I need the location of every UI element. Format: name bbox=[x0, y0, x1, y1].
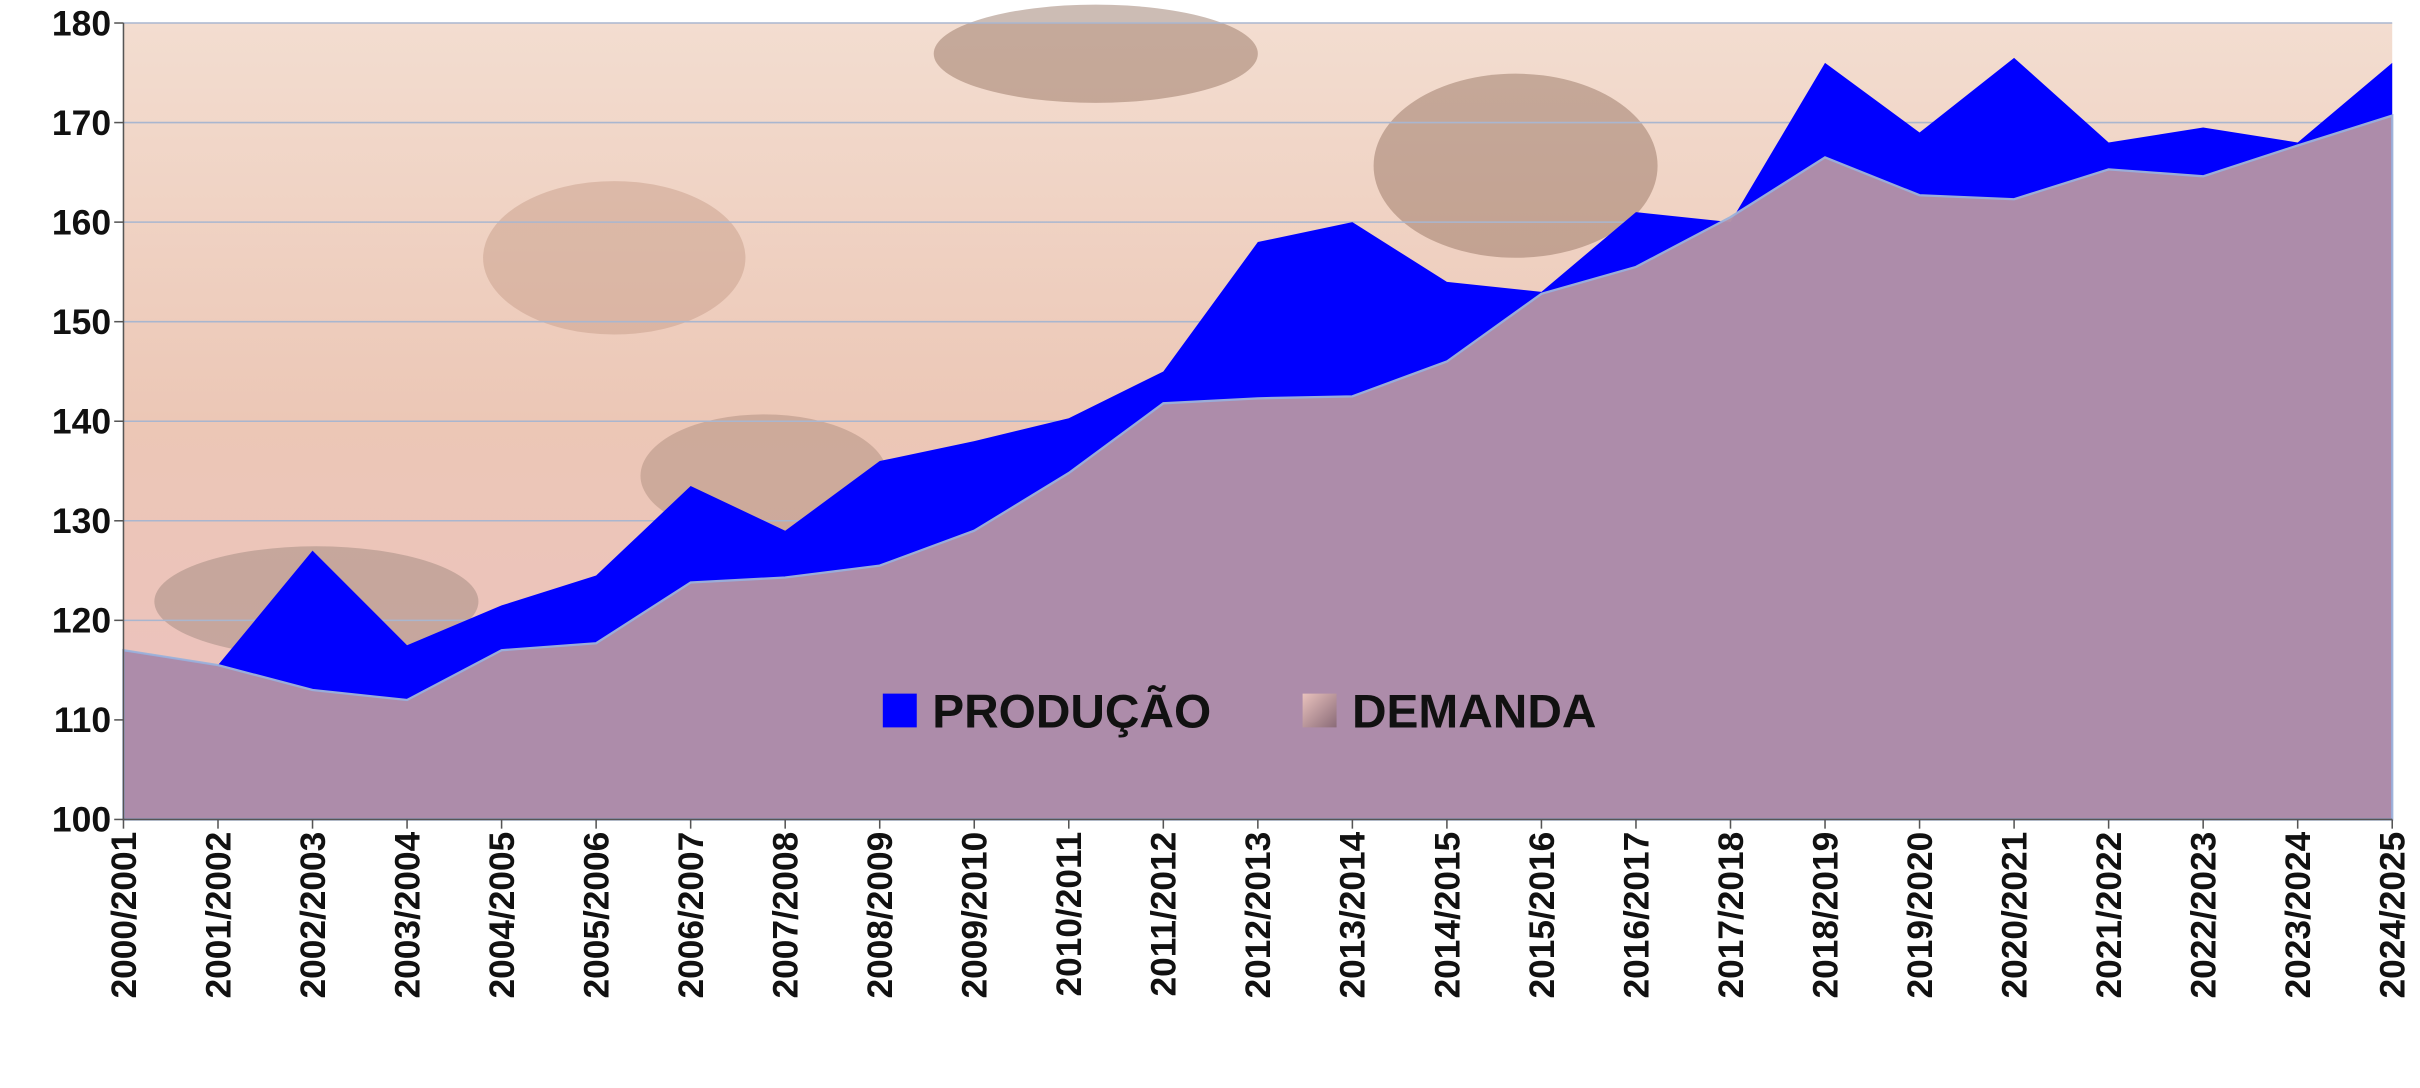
y-tick-label: 110 bbox=[54, 701, 111, 740]
x-tick-label: 2011/2012 bbox=[1145, 832, 1184, 997]
y-tick-label: 180 bbox=[52, 4, 111, 43]
legend-label: PRODUÇÃO bbox=[932, 684, 1211, 739]
coffee-bean bbox=[933, 4, 1258, 103]
x-tick-label: 2018/2019 bbox=[1806, 832, 1845, 999]
coffee-bean bbox=[1373, 73, 1658, 258]
x-tick-label: 2016/2017 bbox=[1617, 832, 1656, 999]
coffee-bean bbox=[483, 181, 746, 335]
x-tick-label: 2004/2005 bbox=[483, 832, 522, 999]
y-tick-label: 170 bbox=[52, 104, 111, 143]
x-tick-label: 2001/2002 bbox=[199, 832, 238, 999]
x-tick-label: 2024/2025 bbox=[2373, 832, 2412, 999]
x-tick-label: 2019/2020 bbox=[1901, 832, 1940, 999]
x-tick-label: 2012/2013 bbox=[1239, 832, 1278, 999]
x-tick-label: 2014/2015 bbox=[1428, 832, 1467, 999]
x-tick-label: 2015/2016 bbox=[1523, 832, 1562, 999]
x-tick-label: 2005/2006 bbox=[577, 832, 616, 999]
y-tick-label: 100 bbox=[52, 801, 111, 840]
y-tick-label: 140 bbox=[52, 403, 111, 442]
x-tick-label: 2000/2001 bbox=[105, 832, 144, 999]
y-tick-label: 130 bbox=[52, 502, 111, 541]
x-tick-label: 2017/2018 bbox=[1712, 832, 1751, 999]
x-tick-label: 2009/2010 bbox=[956, 832, 995, 999]
x-tick-label: 2013/2014 bbox=[1334, 831, 1373, 998]
x-tick-label: 2008/2009 bbox=[861, 832, 900, 999]
y-tick-label: 120 bbox=[52, 602, 111, 641]
x-tick-label: 2021/2022 bbox=[2090, 832, 2129, 999]
x-tick-label: 2002/2003 bbox=[294, 832, 333, 999]
x-tick-label: 2022/2023 bbox=[2184, 832, 2223, 999]
x-tick-label: 2023/2024 bbox=[2279, 831, 2318, 998]
x-tick-label: 2020/2021 bbox=[1995, 832, 2034, 999]
legend-swatch bbox=[1302, 693, 1337, 728]
x-tick-label: 2006/2007 bbox=[672, 832, 711, 999]
x-tick-label: 2007/2008 bbox=[766, 832, 805, 999]
y-tick-label: 150 bbox=[52, 303, 111, 342]
legend-label: DEMANDA bbox=[1352, 685, 1596, 738]
x-tick-label: 2003/2004 bbox=[388, 831, 427, 998]
y-tick-label: 160 bbox=[52, 203, 111, 242]
legend-swatch bbox=[882, 693, 917, 728]
area bbox=[122, 114, 2394, 821]
x-tick-label: 2010/2011 bbox=[1050, 832, 1089, 997]
